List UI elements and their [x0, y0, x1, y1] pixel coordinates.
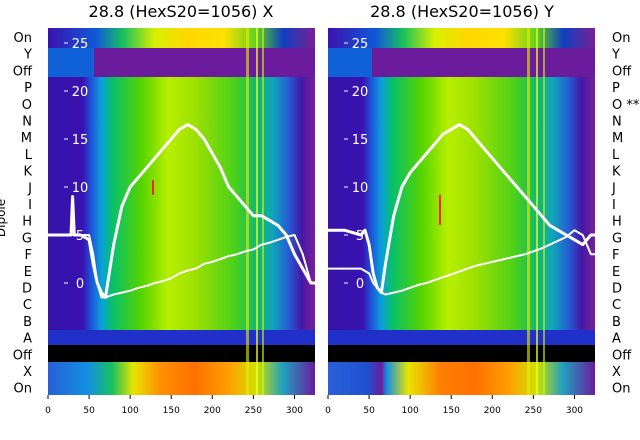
- row-label: F: [612, 248, 619, 263]
- overlay-y-tick-label: 20: [352, 85, 369, 100]
- row-label: F: [25, 248, 32, 263]
- overlay-y-ticks: 25 20 15 10 5 0: [344, 37, 368, 292]
- row-label: G: [612, 231, 622, 246]
- row-label: I: [28, 198, 32, 213]
- row-label: L: [25, 148, 33, 163]
- x-tick-label: 200: [204, 406, 221, 416]
- x-tick-label: 100: [122, 406, 139, 416]
- row-label: C: [612, 298, 621, 313]
- row-label: A: [23, 332, 32, 347]
- row-label: Off: [13, 348, 33, 363]
- row-label: B: [612, 315, 621, 330]
- row-label: G: [22, 231, 32, 246]
- row-label: On: [612, 382, 630, 397]
- row-label: Off: [612, 348, 632, 363]
- panel-x: 28.8 (HexS20=1056) X Dipole OnYOffPONMLK…: [0, 2, 315, 416]
- row-label: L: [612, 148, 620, 163]
- overlay-lines: [48, 123, 315, 299]
- overlay-y-tick-label: 0: [76, 277, 84, 292]
- overlay-y-tick-label: 10: [352, 181, 369, 196]
- row-label: A: [612, 332, 621, 347]
- row-label: K: [23, 165, 32, 180]
- row-label: J: [27, 181, 32, 196]
- row-label: K: [612, 165, 621, 180]
- overlay-y-tick-label: 25: [352, 37, 369, 52]
- row-label: M: [612, 131, 623, 146]
- overlay-line: [48, 234, 315, 299]
- y-axis-label: Dipole: [0, 199, 8, 237]
- row-label: Off: [13, 64, 33, 79]
- overlay-y-tick-label: 15: [352, 133, 369, 148]
- heatmap: [48, 28, 315, 395]
- row-label: H: [22, 215, 32, 230]
- heatmap: [328, 28, 595, 395]
- overlay-lines: [328, 123, 595, 296]
- x-tick-label: 150: [163, 406, 180, 416]
- overlay-line: [328, 123, 595, 295]
- row-label: D: [612, 282, 622, 297]
- row-label: J: [611, 181, 616, 196]
- row-label: On: [14, 382, 32, 397]
- x-tick-label: 0: [45, 406, 51, 416]
- x-tick-label: 50: [363, 406, 375, 416]
- row-label: I: [612, 198, 616, 213]
- row-label: Off: [612, 64, 632, 79]
- panel-title: 28.8 (HexS20=1056) Y: [370, 2, 554, 21]
- overlay-y-tick-label: 0: [356, 277, 364, 292]
- x-tick-label: 300: [566, 406, 583, 416]
- row-label: P: [612, 81, 620, 96]
- row-label: On: [14, 31, 32, 46]
- row-label: N: [22, 115, 32, 130]
- row-label: N: [612, 115, 622, 130]
- row-label: B: [23, 315, 32, 330]
- row-label: On: [612, 31, 630, 46]
- row-label: H: [612, 215, 622, 230]
- x-tick-label: 250: [525, 406, 542, 416]
- overlay-y-tick-label: 20: [72, 85, 89, 100]
- x-tick-label: 200: [484, 406, 501, 416]
- row-label: X: [612, 365, 621, 380]
- row-label: X: [23, 365, 32, 380]
- x-tick-label: 150: [443, 406, 460, 416]
- row-label: E: [612, 265, 620, 280]
- x-ticks: 0 50 100 150 200 250 300: [325, 395, 583, 416]
- x-tick-label: 300: [286, 406, 303, 416]
- row-label: P: [24, 81, 32, 96]
- overlay-line: [48, 123, 315, 299]
- overlay-line: [328, 229, 595, 296]
- x-tick-label: 100: [402, 406, 419, 416]
- row-label: O: [22, 98, 32, 113]
- overlay-y-tick-label: 5: [356, 229, 364, 244]
- row-label: D: [22, 282, 32, 297]
- row-label: C: [23, 298, 32, 313]
- x-ticks: 0 50 100 150 200 250 300: [45, 395, 303, 416]
- row-label: M: [21, 131, 32, 146]
- row-label: Y: [23, 48, 32, 63]
- x-tick-label: 0: [325, 406, 331, 416]
- overlay-y-tick-label: 10: [72, 181, 89, 196]
- overlay-y-tick-label: 25: [72, 37, 89, 52]
- panel-title: 28.8 (HexS20=1056) X: [89, 2, 274, 21]
- row-label: Y: [611, 48, 620, 63]
- row-label: E: [24, 265, 32, 280]
- row-label: O **: [612, 98, 640, 113]
- x-tick-label: 50: [83, 406, 95, 416]
- overlay-y-tick-label: 15: [72, 133, 89, 148]
- x-tick-label: 250: [245, 406, 262, 416]
